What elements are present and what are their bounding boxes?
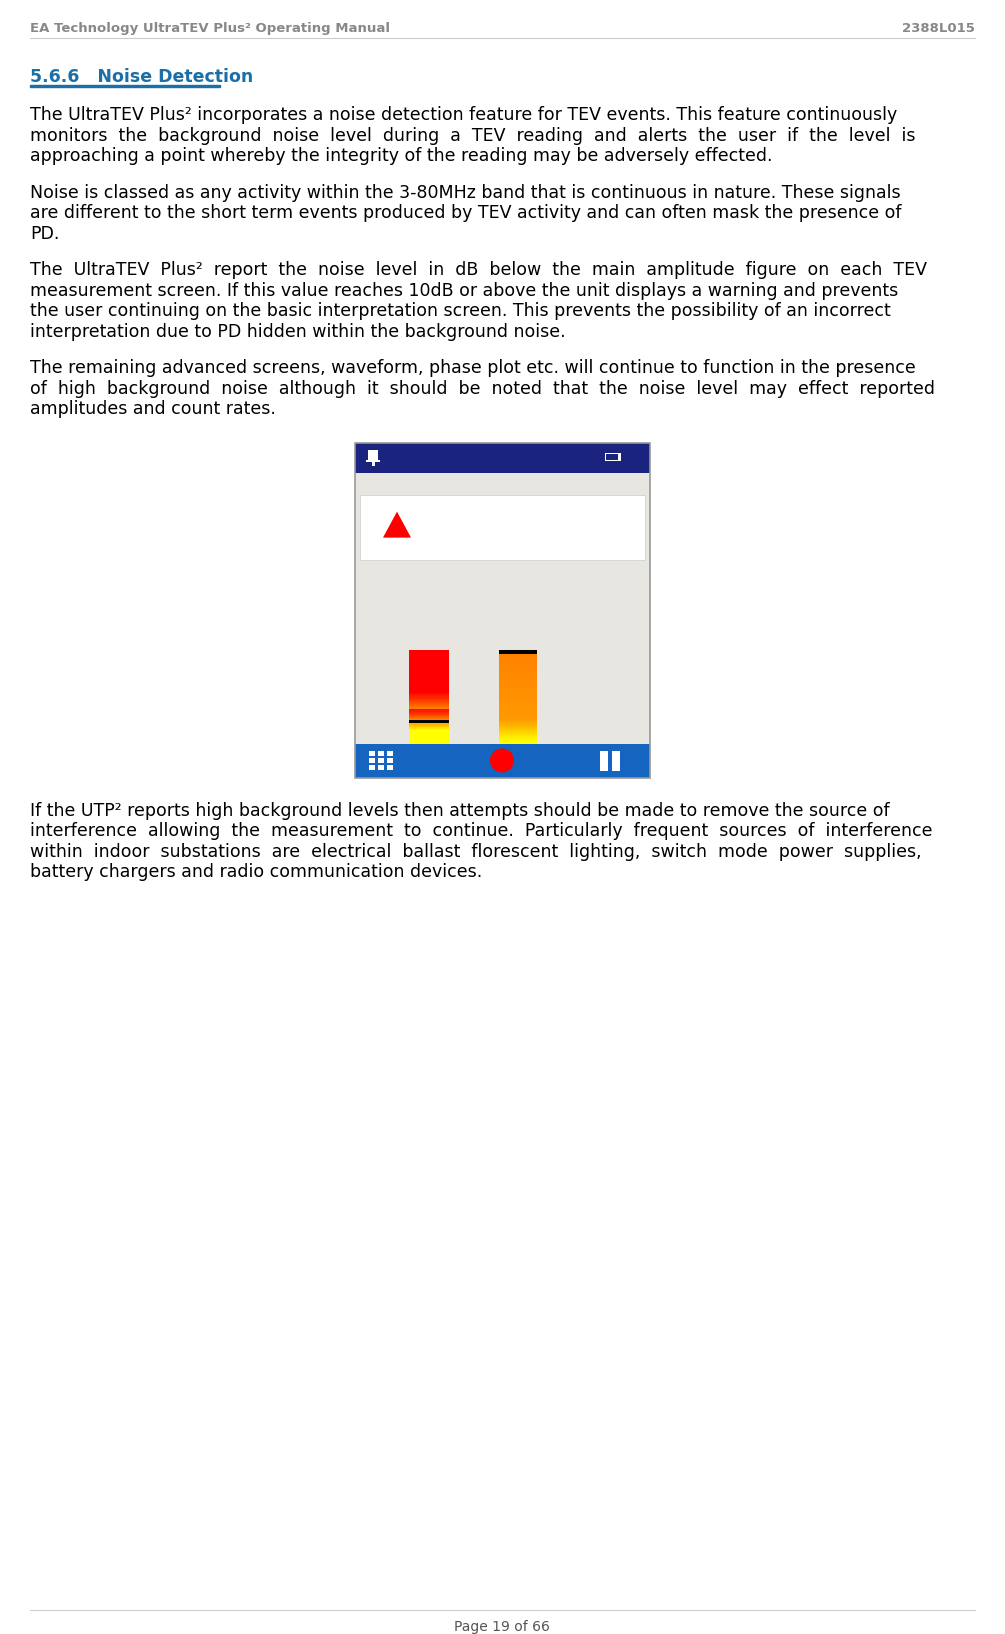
Text: EA Technology UltraTEV Plus² Operating Manual: EA Technology UltraTEV Plus² Operating M…	[30, 21, 390, 34]
Text: High noise level:: High noise level:	[430, 508, 573, 523]
Circle shape	[490, 748, 514, 773]
Text: the user continuing on the basic interpretation screen. This prevents the possib: the user continuing on the basic interpr…	[30, 302, 890, 320]
Text: within  indoor  substations  are  electrical  ballast  florescent  lighting,  sw: within indoor substations are electrical…	[30, 843, 922, 861]
Bar	[360, 495, 645, 559]
Text: 32 dB: 32 dB	[576, 583, 606, 593]
Bar	[355, 472, 650, 778]
Text: 20460: 20460	[480, 611, 524, 624]
Text: 10: 10	[392, 742, 403, 752]
Text: !: !	[393, 516, 401, 534]
Text: interference  allowing  the  measurement  to  continue.  Particularly  frequent : interference allowing the measurement to…	[30, 822, 933, 840]
Text: The UltraTEV Plus² incorporates a noise detection feature for TEV events. This f: The UltraTEV Plus² incorporates a noise …	[30, 106, 897, 124]
Text: 5: 5	[487, 750, 493, 758]
Text: Max: Max	[580, 572, 602, 582]
Text: are different to the short term events produced by TEV activity and can often ma: are different to the short term events p…	[30, 204, 901, 222]
Text: P/Cycle:: P/Cycle:	[363, 592, 419, 606]
Text: interpretation due to PD hidden within the background noise.: interpretation due to PD hidden within t…	[30, 322, 566, 340]
Text: 40: 40	[392, 688, 403, 698]
Text: measurement invalid: measurement invalid	[430, 528, 611, 544]
Text: 50: 50	[392, 670, 403, 680]
Bar	[368, 449, 378, 459]
Text: measurement screen. If this value reaches 10dB or above the unit displays a warn: measurement screen. If this value reache…	[30, 281, 898, 299]
Text: 1823.52: 1823.52	[480, 592, 537, 606]
Bar	[378, 765, 384, 770]
Text: 49.95Hz: 49.95Hz	[476, 451, 528, 464]
Bar	[387, 750, 393, 755]
Text: 5.6.6   Noise Detection: 5.6.6 Noise Detection	[30, 69, 253, 87]
Bar	[366, 459, 380, 462]
Bar	[387, 765, 393, 770]
Text: measurement: measurement	[557, 686, 635, 696]
Text: Noise is classed as any activity within the 3-80MHz band that is continuous in n: Noise is classed as any activity within …	[30, 183, 900, 201]
Bar	[369, 750, 375, 755]
Text: battery chargers and radio communication devices.: battery chargers and radio communication…	[30, 863, 482, 881]
Bar	[612, 750, 620, 771]
Text: of  high  background  noise  although  it  should  be  noted  that  the  noise  : of high background noise although it sho…	[30, 379, 935, 397]
Text: 20: 20	[481, 717, 493, 725]
Text: Page 19 of 66: Page 19 of 66	[454, 1619, 550, 1634]
Text: invalid: invalid	[557, 699, 594, 709]
Text: 20: 20	[392, 724, 403, 734]
Text: Severity:: Severity:	[363, 611, 424, 624]
Text: TEV: TEV	[410, 636, 436, 649]
Text: The remaining advanced screens, waveform, phase plot etc. will continue to funct: The remaining advanced screens, waveform…	[30, 359, 916, 377]
Text: TEV: TEV	[362, 477, 391, 490]
Bar	[355, 443, 650, 472]
Text: amplitudes and count rates.: amplitudes and count rates.	[30, 400, 276, 418]
Bar	[600, 750, 608, 771]
Bar	[605, 453, 621, 461]
Text: approaching a point whereby the integrity of the reading may be adversely effect: approaching a point whereby the integrit…	[30, 147, 773, 165]
Bar	[387, 758, 393, 763]
Text: 50: 50	[481, 652, 493, 662]
Text: High noise level:: High noise level:	[557, 672, 649, 681]
Text: 02:02: 02:02	[604, 451, 640, 464]
Bar	[618, 454, 620, 458]
Bar	[369, 765, 375, 770]
Bar	[378, 758, 384, 763]
Text: 30: 30	[392, 706, 403, 716]
Text: Noise level:: Noise level:	[363, 572, 443, 587]
Text: 0: 0	[487, 760, 493, 770]
Bar	[606, 454, 618, 459]
Text: 60: 60	[392, 652, 403, 662]
Text: 13 dB: 13 dB	[480, 572, 525, 587]
Bar	[355, 443, 650, 778]
Text: PD.: PD.	[30, 224, 59, 242]
Text: The  UltraTEV  Plus²  report  the  noise  level  in  dB  below  the  main  ampli: The UltraTEV Plus² report the noise leve…	[30, 261, 927, 279]
Text: 0: 0	[397, 760, 403, 770]
Bar	[378, 750, 384, 755]
Text: 2388L015: 2388L015	[902, 21, 975, 34]
Polygon shape	[383, 511, 411, 538]
Bar	[409, 719, 449, 722]
Text: monitors  the  background  noise  level  during  a  TEV  reading  and  alerts  t: monitors the background noise level duri…	[30, 126, 916, 144]
Bar	[372, 462, 375, 466]
Bar	[369, 758, 375, 763]
Text: PPC: PPC	[499, 636, 527, 649]
Text: If the UTP² reports high background levels then attempts should be made to remov: If the UTP² reports high background leve…	[30, 802, 889, 820]
Bar	[355, 743, 650, 778]
Bar	[499, 649, 537, 654]
